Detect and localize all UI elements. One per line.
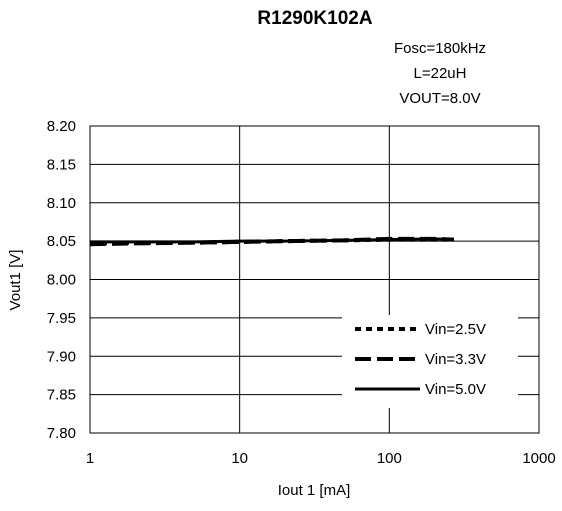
x-tick-label-3: 1000 [522, 450, 555, 467]
legend: Vin=2.5V Vin=3.3V Vin=5.0V [342, 315, 518, 408]
y-tick-label-7: 7.85 [47, 387, 76, 404]
legend-label-2: Vin=5.0V [425, 381, 486, 398]
y-tick-label-5: 7.95 [47, 310, 76, 327]
condition-vout: VOUT=8.0V [399, 90, 480, 107]
series-lines [89, 236, 454, 247]
y-tick-label-4: 8.00 [47, 272, 76, 289]
y-tick-label-3: 8.05 [47, 233, 76, 250]
x-axis-ticks: 1 10 100 1000 [86, 450, 556, 467]
y-tick-label-1: 8.15 [47, 156, 76, 173]
x-tick-label-0: 1 [86, 450, 94, 467]
y-tick-label-8: 7.80 [47, 425, 76, 442]
y-axis-label: Vout1 [V] [7, 250, 24, 311]
y-tick-label-2: 8.10 [47, 195, 76, 212]
y-axis-ticks: 8.20 8.15 8.10 8.05 8.00 7.95 7.90 7.85 7.80 [47, 118, 76, 442]
legend-label-1: Vin=3.3V [425, 351, 486, 368]
x-tick-label-2: 100 [377, 450, 402, 467]
legend-label-0: Vin=2.5V [425, 321, 486, 338]
chart-title: R1290K102A [257, 8, 372, 29]
y-tick-label-0: 8.20 [47, 118, 76, 135]
plot-frame [89, 125, 540, 434]
series-line-2 [90, 237, 454, 244]
condition-fosc: Fosc=180kHz [394, 40, 486, 57]
x-axis-label: Iout 1 [mA] [278, 482, 351, 499]
x-tick-label-1: 10 [231, 450, 248, 467]
y-tick-label-6: 7.90 [47, 348, 76, 365]
condition-inductance: L=22uH [414, 65, 467, 82]
